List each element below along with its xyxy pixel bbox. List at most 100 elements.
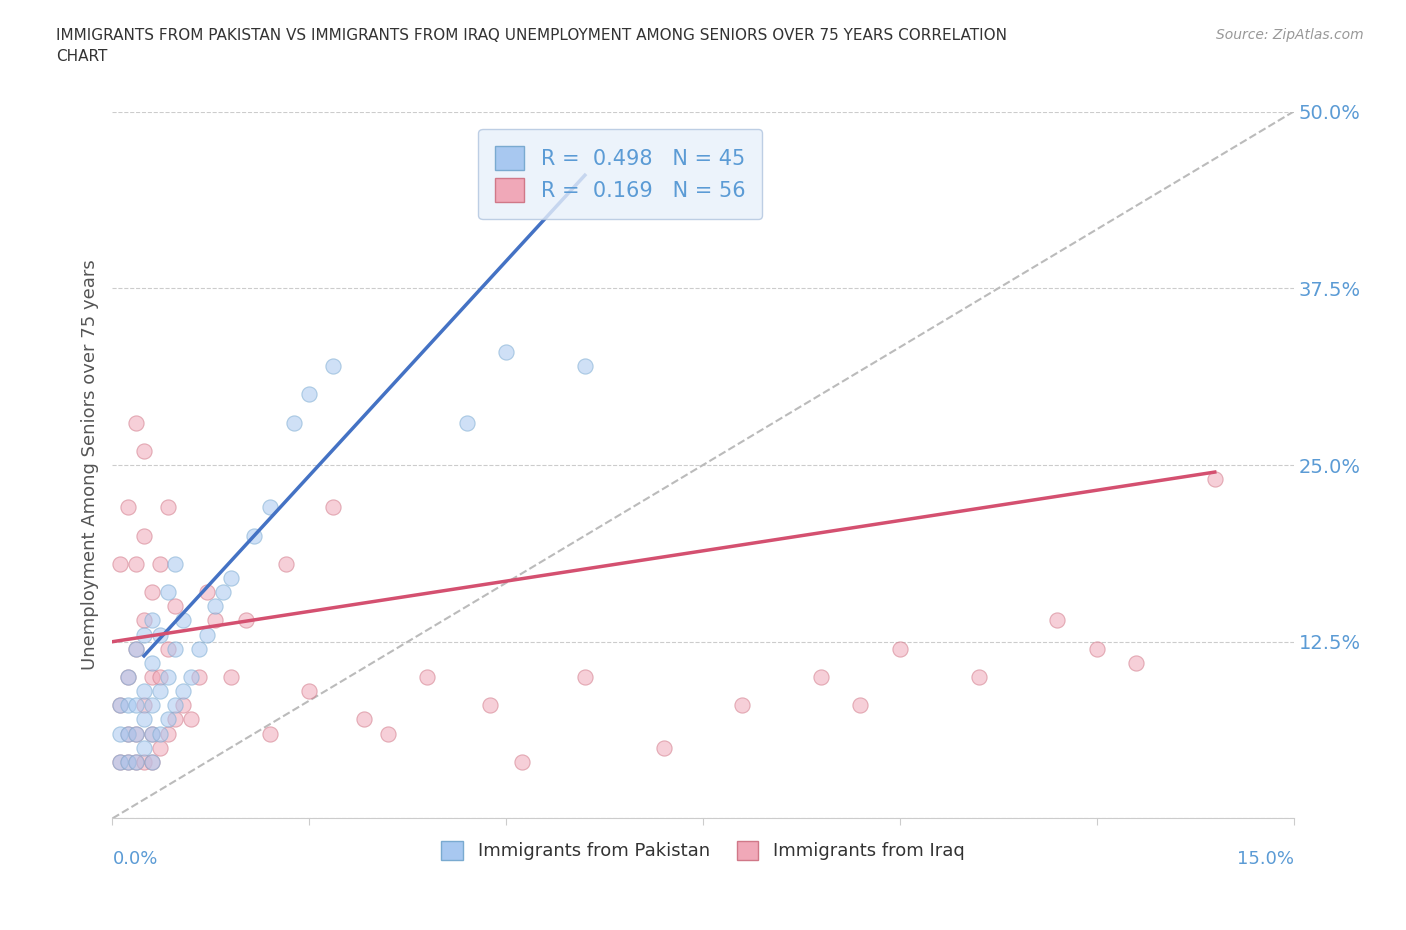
Point [117, 670, 139, 684]
Point [353, 712, 375, 727]
Legend: Immigrants from Pakistan, Immigrants from Iraq: Immigrants from Pakistan, Immigrants fro… [433, 832, 973, 870]
Text: 0.0%: 0.0% [112, 850, 157, 869]
Text: IMMIGRANTS FROM PAKISTAN VS IMMIGRANTS FROM IRAQ UNEMPLOYMENT AMONG SENIORS OVER: IMMIGRANTS FROM PAKISTAN VS IMMIGRANTS F… [56, 28, 1007, 64]
Point [141, 754, 163, 769]
Point [479, 698, 502, 712]
Text: Source: ZipAtlas.com: Source: ZipAtlas.com [1216, 28, 1364, 42]
Point [322, 500, 344, 515]
Point [156, 585, 179, 600]
Point [132, 613, 155, 628]
Point [243, 528, 266, 543]
Point [165, 556, 187, 571]
Point [117, 670, 139, 684]
Point [172, 613, 194, 628]
Point [889, 642, 911, 657]
Point [156, 500, 179, 515]
Point [141, 698, 163, 712]
Point [132, 627, 155, 642]
Point [141, 726, 163, 741]
Point [510, 754, 533, 769]
Point [117, 754, 139, 769]
Point [141, 754, 163, 769]
Point [731, 698, 754, 712]
Point [110, 698, 132, 712]
Point [165, 599, 187, 614]
Point [495, 344, 517, 359]
Point [377, 726, 399, 741]
Point [188, 670, 211, 684]
Point [132, 740, 155, 755]
Point [141, 670, 163, 684]
Point [195, 627, 218, 642]
Point [165, 642, 187, 657]
Point [283, 415, 305, 430]
Point [967, 670, 990, 684]
Point [180, 670, 202, 684]
Point [204, 599, 226, 614]
Point [195, 585, 218, 600]
Point [456, 415, 478, 430]
Point [810, 670, 832, 684]
Point [172, 684, 194, 698]
Point [156, 670, 179, 684]
Point [156, 642, 179, 657]
Point [180, 712, 202, 727]
Point [132, 444, 155, 458]
Point [149, 684, 172, 698]
Point [156, 726, 179, 741]
Point [188, 642, 211, 657]
Point [110, 754, 132, 769]
Point [125, 556, 148, 571]
Point [141, 726, 163, 741]
Point [125, 642, 148, 657]
Point [117, 500, 139, 515]
Point [235, 613, 257, 628]
Point [416, 670, 439, 684]
Point [117, 726, 139, 741]
Point [132, 712, 155, 727]
Point [219, 670, 242, 684]
Point [117, 698, 139, 712]
Point [110, 754, 132, 769]
Point [574, 670, 596, 684]
Point [117, 726, 139, 741]
Point [149, 556, 172, 571]
Point [125, 726, 148, 741]
Point [125, 698, 148, 712]
Point [117, 754, 139, 769]
Point [141, 613, 163, 628]
Point [259, 500, 281, 515]
Point [132, 528, 155, 543]
Point [132, 754, 155, 769]
Point [1204, 472, 1226, 486]
Point [149, 670, 172, 684]
Point [165, 712, 187, 727]
Point [298, 684, 321, 698]
Point [156, 712, 179, 727]
Point [211, 585, 233, 600]
Point [110, 698, 132, 712]
Point [132, 684, 155, 698]
Point [125, 754, 148, 769]
Point [652, 740, 675, 755]
Point [574, 359, 596, 374]
Point [149, 627, 172, 642]
Point [125, 726, 148, 741]
Point [298, 387, 321, 402]
Point [204, 613, 226, 628]
Point [132, 698, 155, 712]
Point [125, 754, 148, 769]
Point [125, 642, 148, 657]
Point [141, 656, 163, 671]
Point [110, 726, 132, 741]
Y-axis label: Unemployment Among Seniors over 75 years: Unemployment Among Seniors over 75 years [80, 259, 98, 671]
Point [172, 698, 194, 712]
Point [141, 585, 163, 600]
Point [149, 740, 172, 755]
Point [1085, 642, 1108, 657]
Point [849, 698, 872, 712]
Point [1125, 656, 1147, 671]
Point [110, 556, 132, 571]
Point [1046, 613, 1069, 628]
Text: 15.0%: 15.0% [1236, 850, 1294, 869]
